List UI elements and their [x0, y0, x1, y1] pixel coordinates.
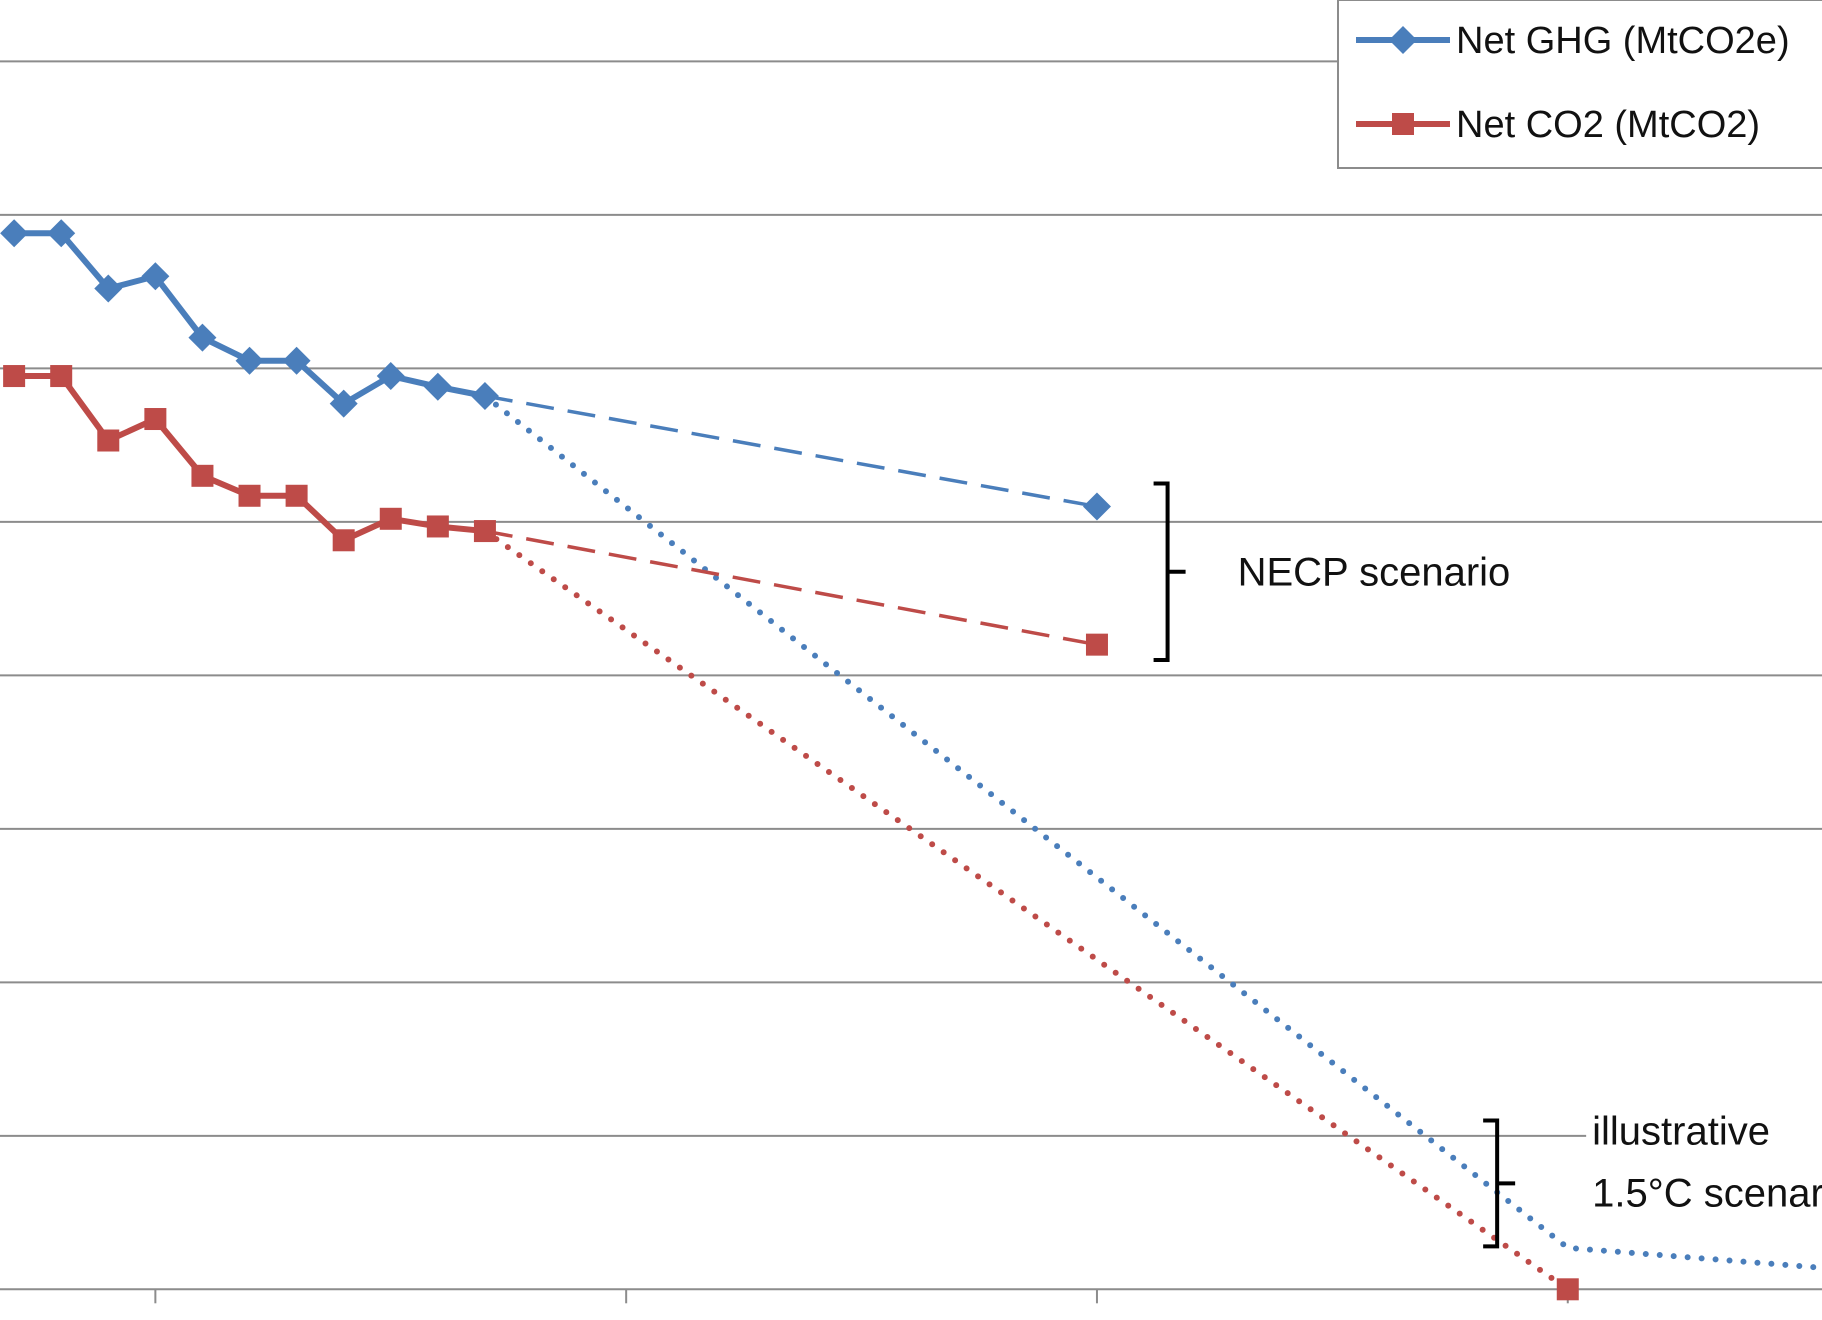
data-point [144, 408, 167, 431]
data-point [329, 389, 358, 418]
annotation-label: 1.5°C scenario [1592, 1171, 1822, 1215]
data-point [376, 362, 405, 391]
legend-label-net-co2: Net CO2 (MtCO2) [1456, 104, 1760, 146]
annotation-label: NECP scenario [1238, 551, 1511, 595]
projection-marker [1085, 633, 1108, 656]
scenario-annotations: NECP scenario illustrative 1.5°C scenario [1153, 481, 1822, 1249]
annotation-label: illustrative [1592, 1109, 1770, 1153]
series-line [11, 373, 488, 544]
data-point [332, 529, 355, 552]
necp-projection-line [484, 394, 1098, 509]
series-net-co2 [3, 365, 1579, 1301]
data-point [379, 507, 402, 530]
data-point [97, 429, 120, 452]
data-point [426, 515, 449, 538]
bracket [1153, 481, 1186, 662]
series-lines [0, 219, 1822, 1301]
data-point [188, 323, 217, 352]
data-point [282, 346, 311, 375]
data-point [94, 274, 123, 303]
label-background [1586, 1102, 1822, 1221]
legend: Net GHG (MtCO2e) Net CO2 (MtCO2) [1337, 0, 1822, 169]
necp-annotation: NECP scenario [1153, 481, 1511, 662]
illustrative-projection-line [481, 528, 1571, 1293]
projection-marker [1082, 492, 1111, 521]
data-point [3, 365, 26, 388]
illustrative-annotation: illustrative 1.5°C scenario [1483, 1102, 1822, 1249]
data-point [423, 372, 452, 401]
data-point [191, 464, 214, 487]
data-point [0, 219, 29, 248]
data-point [47, 219, 76, 248]
data-point [470, 382, 499, 410]
data-point [235, 346, 264, 375]
data-point [285, 484, 308, 507]
illustrative-projection-line [481, 393, 1822, 1271]
legend-swatch-marker [1389, 26, 1417, 54]
data-point [50, 365, 73, 388]
series-line [11, 230, 488, 407]
gridlines [0, 60, 1822, 1291]
data-point [473, 520, 496, 543]
legend-label-net-ghg: Net GHG (MtCO2e) [1456, 20, 1790, 62]
data-point [141, 262, 170, 291]
data-point [238, 484, 261, 507]
bracket [1483, 1118, 1516, 1249]
legend-box: Net GHG (MtCO2e) Net CO2 (MtCO2) [1337, 0, 1822, 169]
necp-projection-line [484, 529, 1098, 647]
legend-swatch-marker [1392, 113, 1414, 135]
series-net-ghg [0, 219, 1822, 1271]
legend-frame [1337, 0, 1822, 169]
projection-marker [1556, 1278, 1579, 1301]
